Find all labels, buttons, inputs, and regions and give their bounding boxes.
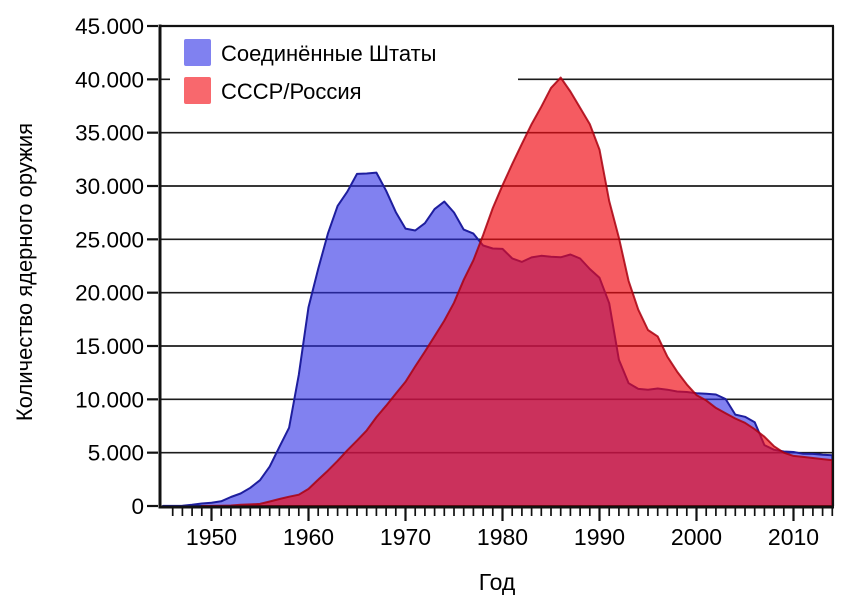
tick-labels: 0 5.000 10.000 15.000 20.000 25.000 30.000 35.0… xyxy=(75,14,819,550)
y-tick-label-5000: 5.000 xyxy=(88,441,144,466)
legend-swatch-ussr xyxy=(184,77,211,104)
x-tick-label-1950: 1950 xyxy=(186,524,237,550)
ussr-russia-area xyxy=(200,76,834,507)
y-tick-label-45000: 45.000 xyxy=(75,14,144,39)
y-tick-label-0: 0 xyxy=(131,494,144,519)
x-tick-label-2000: 2000 xyxy=(671,524,722,550)
legend-swatch-us xyxy=(184,39,211,66)
y-tick-label-10000: 10.000 xyxy=(75,387,144,412)
y-axis-title: Количество ядерного оружия xyxy=(12,123,37,421)
x-tick-label-1960: 1960 xyxy=(283,524,334,550)
y-tick-label-25000: 25.000 xyxy=(75,227,144,252)
y-tick-label-30000: 30.000 xyxy=(75,174,144,199)
axis-ticks xyxy=(147,24,834,521)
y-tick-label-20000: 20.000 xyxy=(75,281,144,306)
x-tick-label-1990: 1990 xyxy=(574,524,625,550)
y-tick-label-15000: 15.000 xyxy=(75,334,144,359)
x-axis-title: Год xyxy=(479,569,516,595)
legend-label-us: Соединённые Штаты xyxy=(221,41,436,66)
x-tick-label-1970: 1970 xyxy=(380,524,431,550)
x-tick-label-1980: 1980 xyxy=(477,524,528,550)
legend: Соединённые Штаты СССР/Россия xyxy=(170,29,518,124)
x-tick-label-2010: 2010 xyxy=(768,524,819,550)
legend-label-ussr: СССР/Россия xyxy=(221,79,362,104)
series-areas xyxy=(162,76,834,507)
y-tick-label-40000: 40.000 xyxy=(75,67,144,92)
axes-frame xyxy=(158,24,835,509)
y-tick-label-35000: 35.000 xyxy=(75,121,144,146)
legend-box xyxy=(170,29,518,124)
